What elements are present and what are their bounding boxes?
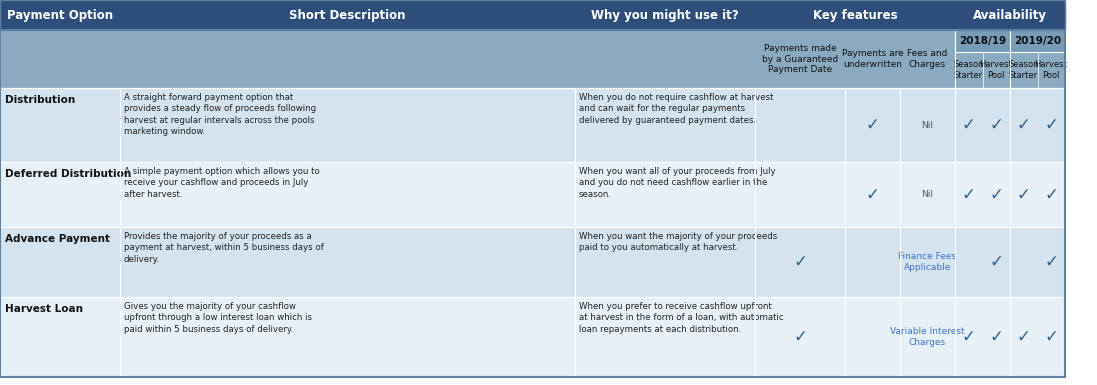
Text: Nil: Nil xyxy=(921,121,934,129)
Text: Harvest
Pool: Harvest Pool xyxy=(980,60,1013,80)
Text: ✓: ✓ xyxy=(962,328,975,346)
Text: ✓: ✓ xyxy=(866,116,880,134)
Text: When you want all of your proceeds from July
and you do not need cashflow earlie: When you want all of your proceeds from … xyxy=(579,167,776,199)
Text: A straight forward payment option that
provides a steady flow of proceeds follow: A straight forward payment option that p… xyxy=(124,93,316,136)
Text: When you do not require cashflow at harvest
and can wait for the regular payment: When you do not require cashflow at harv… xyxy=(579,93,773,125)
Text: Availability: Availability xyxy=(973,8,1047,22)
Text: Gives you the majority of your cashflow
upfront through a low interest loan whic: Gives you the majority of your cashflow … xyxy=(124,302,312,334)
Text: ✓: ✓ xyxy=(1017,116,1031,134)
Text: Deferred Distribution: Deferred Distribution xyxy=(5,169,132,179)
Text: Harvest Loan: Harvest Loan xyxy=(5,304,83,314)
Bar xyxy=(0,30,1065,88)
Bar xyxy=(0,162,1065,227)
Bar xyxy=(0,0,1065,30)
Text: Payments made
by a Guaranteed
Payment Date: Payments made by a Guaranteed Payment Da… xyxy=(762,44,838,74)
Text: Season
Starter: Season Starter xyxy=(1008,60,1039,80)
Text: ✓: ✓ xyxy=(1017,328,1031,346)
Text: Harvest
Pool: Harvest Pool xyxy=(1034,60,1067,80)
Text: When you prefer to receive cashflow upfront
at harvest in the form of a loan, wi: When you prefer to receive cashflow upfr… xyxy=(579,302,783,334)
Text: Advance Payment: Advance Payment xyxy=(5,234,110,244)
Text: ✓: ✓ xyxy=(1044,253,1059,271)
Text: Why you might use it?: Why you might use it? xyxy=(591,8,738,22)
Text: ✓: ✓ xyxy=(962,116,975,134)
Text: ✓: ✓ xyxy=(962,186,975,204)
Text: ✓: ✓ xyxy=(989,253,1003,271)
Text: Finance Fees
Applicable: Finance Fees Applicable xyxy=(898,252,957,272)
Text: Short Description: Short Description xyxy=(290,8,406,22)
Text: Season
Starter: Season Starter xyxy=(953,60,984,80)
Text: ✓: ✓ xyxy=(1044,186,1059,204)
Text: ✓: ✓ xyxy=(793,328,807,346)
Bar xyxy=(955,30,1065,52)
Text: ✓: ✓ xyxy=(1017,186,1031,204)
Text: 2018/19: 2018/19 xyxy=(959,36,1006,46)
Text: ✓: ✓ xyxy=(989,328,1003,346)
Text: When you want the majority of your proceeds
paid to you automatically at harvest: When you want the majority of your proce… xyxy=(579,232,778,253)
Text: A simple payment option which allows you to
receive your cashflow and proceeds i: A simple payment option which allows you… xyxy=(124,167,319,199)
Text: Nil: Nil xyxy=(921,190,934,199)
Text: Variable Interest
Charges: Variable Interest Charges xyxy=(890,327,965,347)
Bar xyxy=(0,88,1065,162)
Bar xyxy=(0,297,1065,377)
Text: Distribution: Distribution xyxy=(5,95,76,105)
Text: Provides the majority of your proceeds as a
payment at harvest, within 5 busines: Provides the majority of your proceeds a… xyxy=(124,232,324,264)
Text: ✓: ✓ xyxy=(793,253,807,271)
Text: ✓: ✓ xyxy=(989,186,1003,204)
Text: ✓: ✓ xyxy=(1044,116,1059,134)
Text: 2019/20: 2019/20 xyxy=(1014,36,1061,46)
Text: Payments are
underwritten: Payments are underwritten xyxy=(841,49,903,69)
Bar xyxy=(0,0,1065,30)
Text: ✓: ✓ xyxy=(989,116,1003,134)
Text: ✓: ✓ xyxy=(866,186,880,204)
Text: Payment Option: Payment Option xyxy=(7,8,113,22)
Text: ✓: ✓ xyxy=(1044,328,1059,346)
Bar xyxy=(0,227,1065,297)
Text: Key features: Key features xyxy=(813,8,897,22)
Text: Fees and
Charges: Fees and Charges xyxy=(907,49,948,69)
